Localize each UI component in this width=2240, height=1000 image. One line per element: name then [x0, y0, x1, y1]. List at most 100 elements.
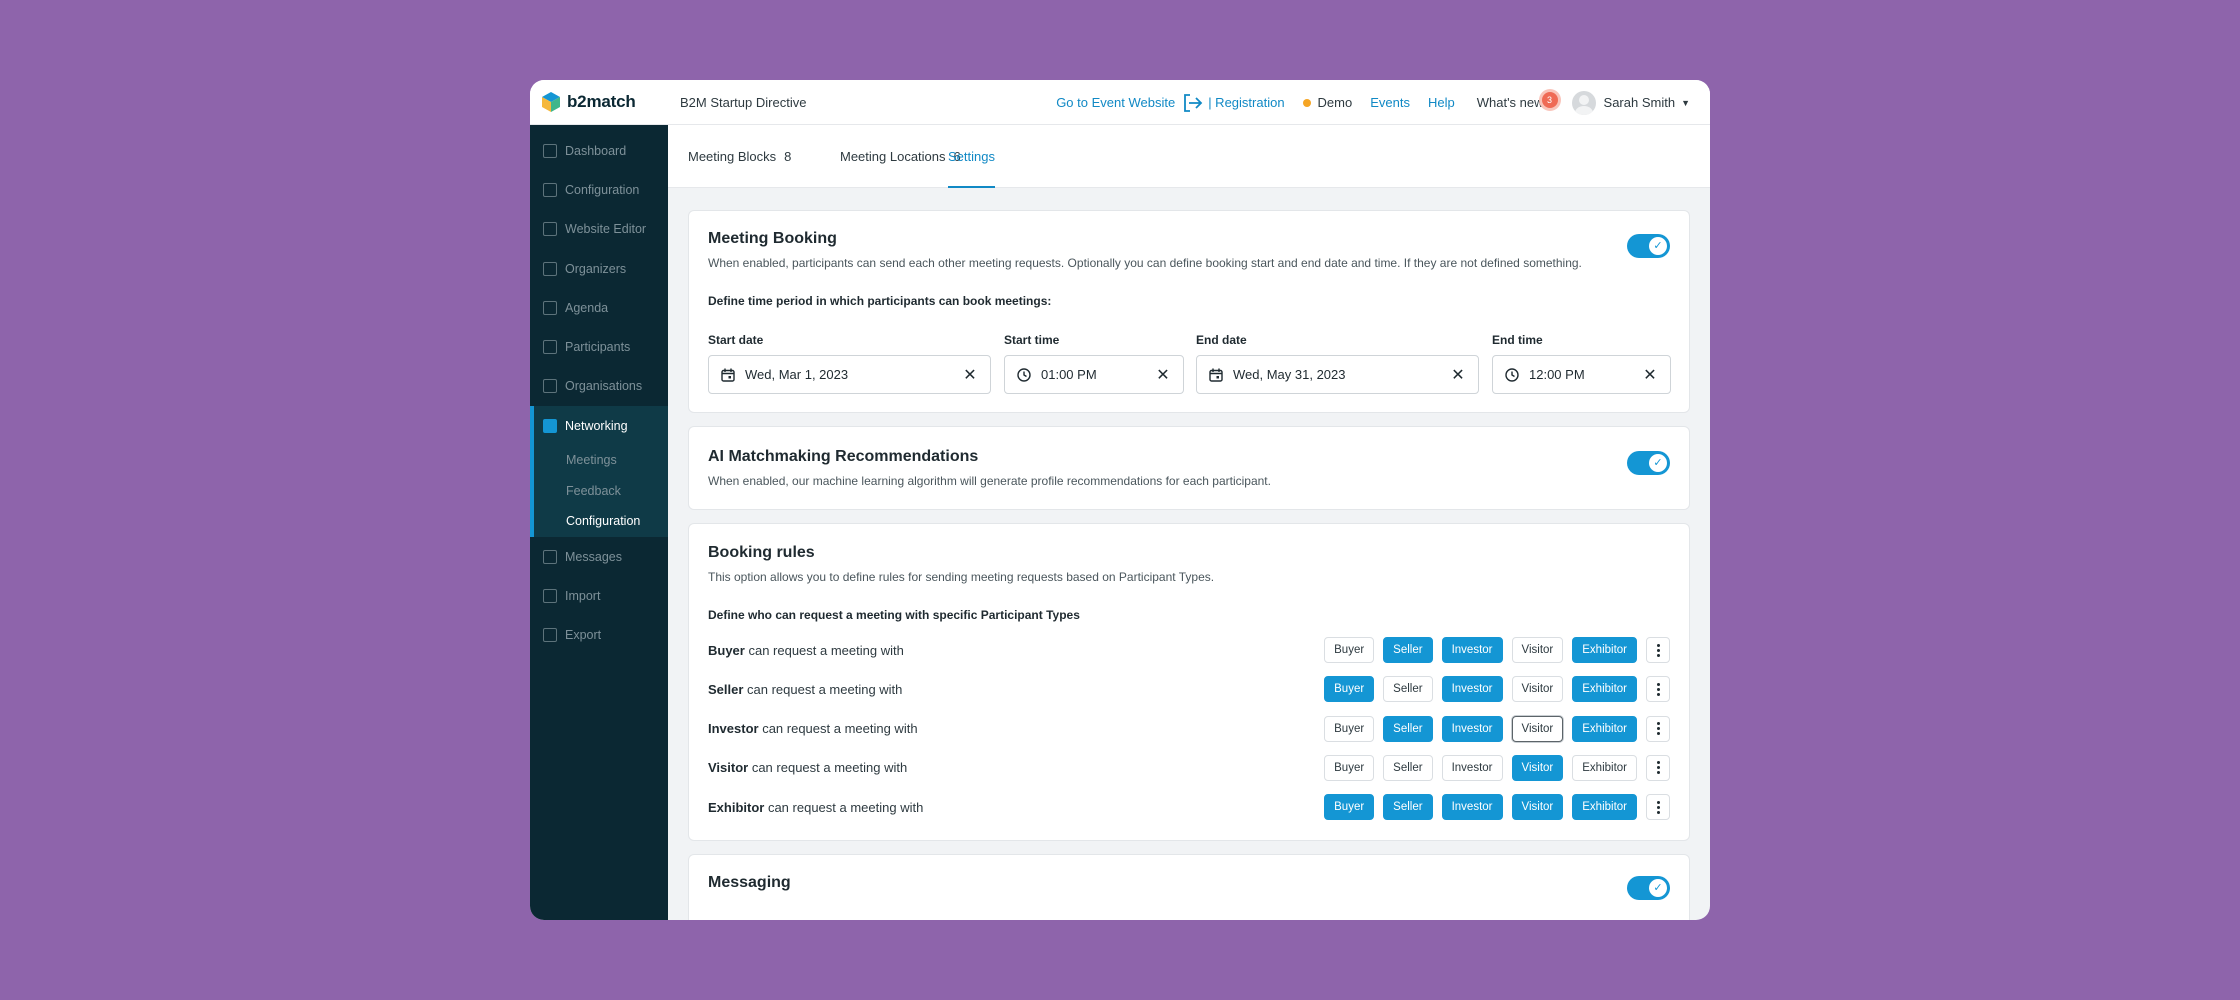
sidebar-item-import[interactable]: Import	[530, 576, 668, 615]
check-icon: ✓	[1649, 237, 1667, 255]
participant-type-chip-seller[interactable]: Seller	[1383, 676, 1433, 703]
meeting-booking-description: When enabled, participants can send each…	[708, 256, 1582, 270]
more-options-icon[interactable]	[1646, 637, 1670, 663]
sidebar-item-messages[interactable]: Messages	[530, 537, 668, 576]
sidebar-item-organisations[interactable]: Organisations	[530, 367, 668, 406]
sidebar-item-organizers[interactable]: Organizers	[530, 249, 668, 288]
tab-meeting-blocks[interactable]: Meeting Blocks 8	[688, 125, 791, 188]
sidebar-item-configuration[interactable]: Configuration	[530, 170, 668, 209]
participant-type-chip-exhibitor[interactable]: Exhibitor	[1572, 676, 1637, 703]
sidebar-subitem-meetings[interactable]: Meetings	[566, 453, 617, 468]
end-date-value: Wed, May 31, 2023	[1233, 367, 1346, 382]
participant-type-chip-buyer[interactable]: Buyer	[1324, 676, 1375, 703]
status-dot-icon	[1302, 98, 1311, 107]
start-date-field[interactable]: Wed, Mar 1, 2023 ✕	[708, 355, 991, 394]
events-link[interactable]: Events	[1370, 95, 1410, 110]
participant-type-name: Buyer	[708, 642, 745, 658]
networking-submenu: Meetings Feedback Configuration	[530, 445, 668, 537]
participant-type-chip-exhibitor[interactable]: Exhibitor	[1572, 637, 1637, 663]
sidebar-item-label: Configuration	[565, 182, 640, 197]
participant-type-chip-seller[interactable]: Seller	[1383, 754, 1433, 781]
participant-type-chip-exhibitor[interactable]: Exhibitor	[1572, 794, 1637, 821]
participant-type-chip-investor[interactable]: Investor	[1441, 715, 1503, 742]
booking-rule-row: Seller can request a meeting with Buyer Se…	[708, 675, 1670, 703]
end-time-value: 12:00 PM	[1529, 367, 1585, 382]
app-window: b2match B2M Startup Directive Go to Even…	[530, 80, 1710, 920]
tab-bar: Meeting Blocks 8 Meeting Locations 6 Setti…	[668, 125, 1710, 188]
logo-text: b2match	[567, 92, 636, 111]
tab-settings[interactable]: Settings	[948, 125, 995, 188]
participant-type-chip-buyer[interactable]: Buyer	[1324, 794, 1375, 821]
clear-icon[interactable]: ✕	[963, 366, 977, 384]
logo[interactable]: b2match	[542, 92, 680, 112]
meeting-booking-toggle[interactable]: ✓	[1627, 234, 1670, 258]
sidebar-item-website-editor[interactable]: Website Editor	[530, 210, 668, 249]
participant-type-chip-seller[interactable]: Seller	[1383, 794, 1433, 821]
sidebar-item-dashboard[interactable]: Dashboard	[530, 131, 668, 170]
clear-icon[interactable]: ✕	[1643, 366, 1657, 384]
participant-type-chip-investor[interactable]: Investor	[1441, 754, 1503, 781]
participant-type-chip-investor[interactable]: Investor	[1441, 637, 1503, 663]
participant-type-chip-investor[interactable]: Investor	[1441, 794, 1503, 821]
participant-type-chip-visitor[interactable]: Visitor	[1511, 676, 1564, 703]
sidebar-item-participants[interactable]: Participants	[530, 327, 668, 366]
booking-rule-text: Visitor can request a meeting with	[708, 760, 1315, 775]
rule-suffix: can request a meeting with	[744, 642, 904, 658]
participant-type-chip-visitor[interactable]: Visitor	[1511, 637, 1564, 663]
whats-new-label: What's new	[1476, 95, 1544, 110]
sidebar-item-label: Participants	[565, 340, 631, 355]
rule-suffix: can request a meeting with	[764, 799, 924, 815]
more-options-icon[interactable]	[1646, 754, 1670, 781]
participant-type-chip-investor[interactable]: Investor	[1441, 676, 1503, 703]
sidebar-item-agenda[interactable]: Agenda	[530, 288, 668, 327]
user-menu[interactable]: Sarah Smith ▼	[1571, 90, 1690, 115]
user-name: Sarah Smith	[1603, 95, 1676, 110]
sidebar-item-label: Organisations	[565, 379, 643, 394]
participant-type-chip-visitor[interactable]: Visitor	[1511, 794, 1564, 821]
ai-matchmaking-toggle[interactable]: ✓	[1627, 451, 1670, 475]
clear-icon[interactable]: ✕	[1451, 366, 1465, 384]
participant-type-chip-visitor[interactable]: Visitor	[1511, 754, 1564, 781]
more-options-icon[interactable]	[1646, 794, 1670, 821]
clear-icon[interactable]: ✕	[1156, 366, 1170, 384]
end-date-field[interactable]: Wed, May 31, 2023 ✕	[1196, 355, 1479, 394]
sidebar-item-label: Export	[565, 628, 602, 643]
notification-badge: 3	[1541, 92, 1558, 108]
sidebar-item-networking[interactable]: Networking	[530, 406, 668, 446]
messaging-toggle[interactable]: ✓	[1627, 876, 1670, 900]
more-options-icon[interactable]	[1646, 715, 1670, 742]
sidebar-subitem-feedback[interactable]: Feedback	[566, 483, 621, 498]
help-link[interactable]: Help	[1427, 95, 1455, 110]
building-icon	[543, 379, 557, 394]
tab-meeting-locations[interactable]: Meeting Locations 6	[840, 125, 961, 188]
b2match-logo-icon	[542, 92, 560, 112]
start-time-field[interactable]: 01:00 PM ✕	[1004, 355, 1184, 394]
event-name: B2M Startup Directive	[680, 94, 807, 110]
sidebar-item-label: Import	[565, 588, 601, 603]
registration-link[interactable]: | Registration	[1175, 93, 1285, 113]
check-icon: ✓	[1649, 454, 1667, 472]
participant-type-chip-exhibitor[interactable]: Exhibitor	[1572, 715, 1637, 742]
participant-type-name: Visitor	[708, 760, 749, 776]
sidebar-subitem-configuration[interactable]: Configuration	[566, 514, 641, 529]
booking-rule-text: Investor can request a meeting with	[708, 721, 1315, 736]
participant-type-chip-seller[interactable]: Seller	[1383, 715, 1433, 742]
participant-type-chip-exhibitor[interactable]: Exhibitor	[1572, 754, 1637, 781]
participant-type-chips: Buyer Seller Investor Visitor Exhibitor	[1315, 794, 1670, 821]
participant-type-chip-buyer[interactable]: Buyer	[1324, 715, 1375, 742]
participant-type-chip-seller[interactable]: Seller	[1383, 637, 1433, 663]
go-to-event-website-link[interactable]: Go to Event Website	[1056, 95, 1176, 110]
participant-type-chip-buyer[interactable]: Buyer	[1324, 754, 1375, 781]
gears-icon	[543, 182, 557, 197]
booking-period-label: Define time period in which participants…	[708, 294, 1052, 308]
end-time-field[interactable]: 12:00 PM ✕	[1492, 355, 1671, 394]
booking-rule-row: Visitor can request a meeting with Buyer S…	[708, 754, 1670, 782]
sidebar-item-export[interactable]: Export	[530, 615, 668, 654]
participant-type-chip-visitor[interactable]: Visitor	[1511, 715, 1564, 742]
booking-rules-title: Booking rules	[708, 544, 815, 561]
more-options-icon[interactable]	[1646, 676, 1670, 703]
participant-type-chip-buyer[interactable]: Buyer	[1324, 637, 1375, 663]
demo-status[interactable]: Demo	[1302, 95, 1352, 110]
calendar-icon	[1209, 368, 1223, 382]
whats-new-link[interactable]: What's new 3	[1476, 92, 1558, 110]
